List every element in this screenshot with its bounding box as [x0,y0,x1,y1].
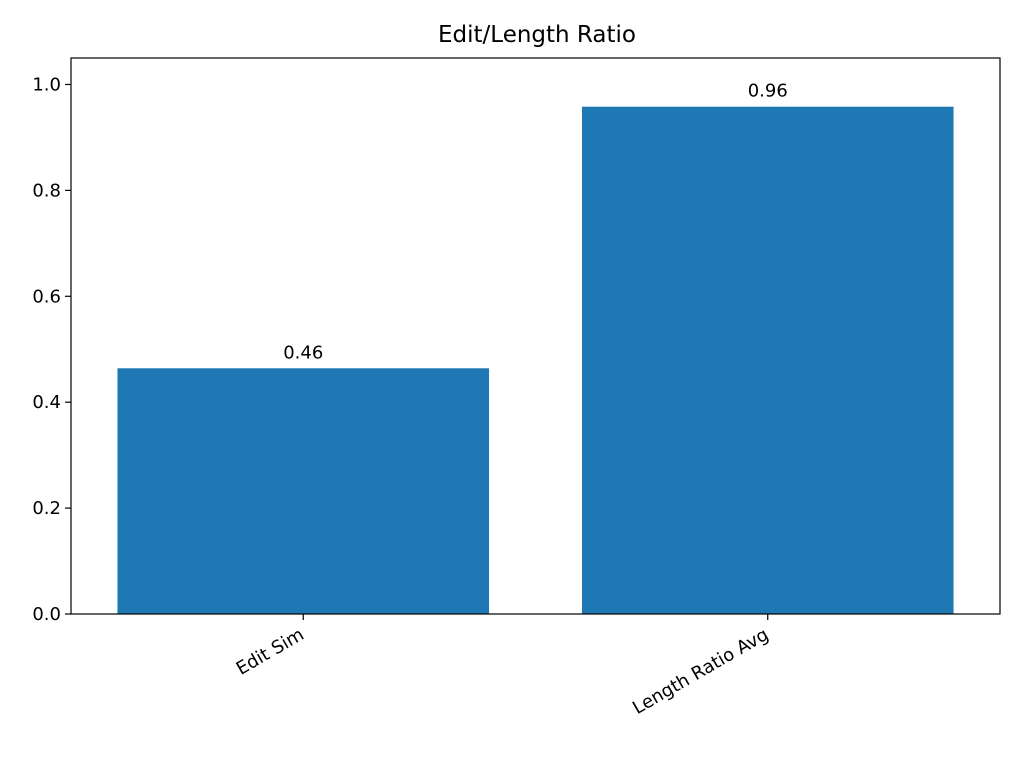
y-tick-label: 1.0 [32,74,61,95]
y-tick-label: 0.8 [32,180,61,201]
y-tick-label: 0.4 [32,392,61,413]
bar [117,368,490,614]
y-tick-label: 0.6 [32,286,61,307]
x-tick-label: Edit Sim [233,624,308,679]
y-tick-label: 0.2 [32,498,61,519]
y-axis: 0.0 0.2 0.4 0.6 0.8 1.0 [32,74,71,625]
x-tick-label: Length Ratio Avg [629,624,772,719]
x-axis: Edit Sim Length Ratio Avg [233,614,772,719]
plot-frame [70,57,1001,615]
bar-value-label: 0.46 [283,342,323,363]
data-labels: 0.46 0.96 [283,81,788,364]
y-tick-label: 0.0 [32,604,61,625]
bars [117,106,954,615]
chart-title: Edit/Length Ratio [438,22,636,48]
bar [581,106,954,615]
bar-value-label: 0.96 [748,81,788,102]
